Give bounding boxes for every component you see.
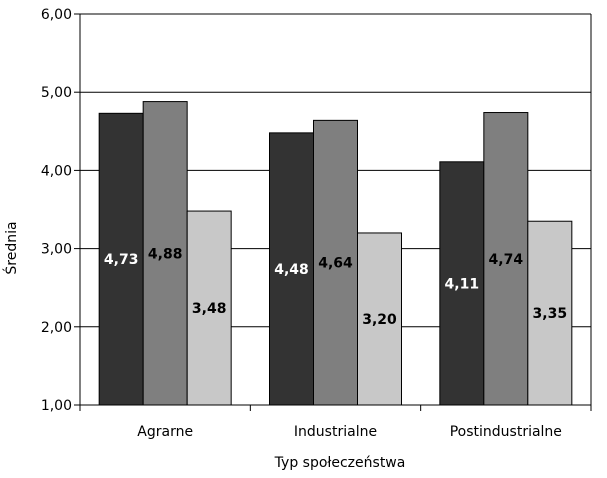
x-axis-title: Typ społeczeństwa [274, 455, 406, 471]
bar [313, 119, 358, 406]
x-tick-label: Agrarne [137, 424, 193, 440]
y-tick-label: 5,00 [41, 85, 72, 101]
bars [98, 101, 573, 406]
y-tick-label: 1,00 [41, 398, 72, 414]
y-tick-label: 6,00 [41, 7, 72, 23]
bar-value-label: 4,64 [318, 256, 353, 272]
bar [357, 232, 402, 406]
y-tick-label: 2,00 [41, 320, 72, 336]
bar [483, 112, 529, 406]
bar-value-label: 3,48 [192, 301, 227, 317]
bar [186, 210, 232, 406]
axes: 1,00 2,00 3,00 4,00 5,00 6,00 Agrarne Industria… [41, 7, 592, 440]
bar-value-label: 4,48 [274, 262, 309, 278]
bar-value-label: 4,74 [489, 252, 524, 268]
bar [269, 132, 314, 406]
y-axis-title: Średnia [2, 221, 20, 274]
y-tick-label: 3,00 [41, 242, 72, 258]
bar-value-label: 3,35 [533, 306, 568, 322]
bar [439, 161, 485, 406]
bar-value-label: 3,20 [362, 312, 397, 328]
data-labels: 4,73 4,88 3,48 4,48 4,64 3,20 4,11 4,74 3,35 [104, 246, 567, 328]
y-tick-label: 4,00 [41, 163, 72, 179]
bar-value-label: 4,88 [148, 246, 183, 262]
x-tick-label: Industrialne [294, 424, 377, 440]
x-tick-label: Postindustrialne [450, 424, 562, 440]
bar-value-label: 4,11 [445, 276, 480, 292]
bar-value-label: 4,73 [104, 252, 139, 268]
